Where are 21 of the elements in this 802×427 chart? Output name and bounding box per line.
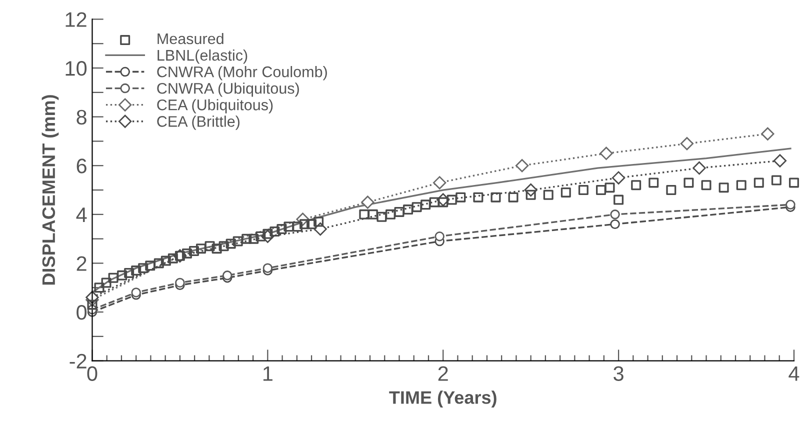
legend-label: CNWRA (Ubiquitous) bbox=[157, 82, 299, 97]
y-tick-label: 6 bbox=[76, 158, 86, 174]
y-tick-label: 2 bbox=[76, 256, 86, 271]
legend-label: Measured bbox=[158, 32, 224, 44]
y-tick-label: 12 bbox=[66, 12, 86, 27]
legend-label: CEA (Ubiquitous) bbox=[157, 99, 273, 114]
x-tick-label: 3 bbox=[614, 366, 624, 381]
x-tick-label: 2 bbox=[438, 366, 448, 381]
y-tick-label: 8 bbox=[76, 110, 86, 125]
y-axis-title: DISPLACEMENT (mm) bbox=[42, 95, 59, 285]
y-tick-label: -2 bbox=[70, 354, 86, 368]
y-tick-label: 4 bbox=[76, 208, 87, 222]
y-tick-label: 0 bbox=[76, 305, 87, 320]
legend-label: CEA (Brittle) bbox=[157, 116, 240, 130]
legend-label: LBNL(elastic) bbox=[158, 50, 248, 64]
legend-label: CNWRA (Mohr Coulomb) bbox=[157, 66, 327, 80]
x-axis-title: TIME (Years) bbox=[389, 390, 496, 408]
x-tick-label: 1 bbox=[263, 366, 272, 381]
y-tick-label: 10 bbox=[66, 61, 87, 76]
x-tick-label: 0 bbox=[87, 366, 98, 381]
x-tick-label: 4 bbox=[788, 366, 800, 381]
